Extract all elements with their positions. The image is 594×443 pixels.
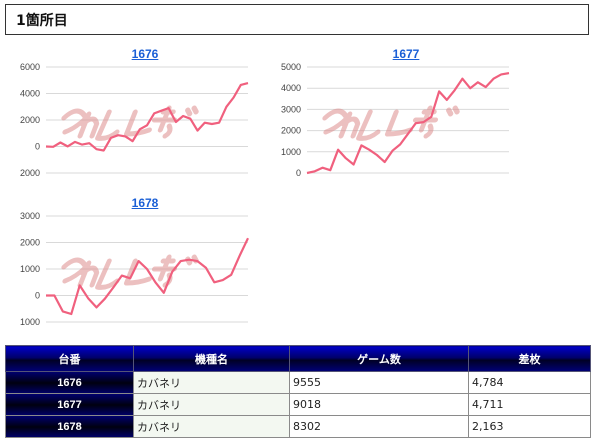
watermark-stroke xyxy=(151,254,178,288)
watermark-stroke xyxy=(95,258,120,290)
series-line xyxy=(45,82,249,152)
watermark-stroke xyxy=(123,258,152,286)
chart-1677: 1677 5000 4000 3000 2000 1000 0 xyxy=(281,47,531,195)
header-coin-diff[interactable]: 差枚 xyxy=(468,345,591,372)
y-tick-label: 5000 xyxy=(281,62,301,72)
watermark-stroke xyxy=(412,105,439,139)
chart-1678: 1678 3000 2000 1000 0 -1000 xyxy=(20,196,270,344)
header-machine-number[interactable]: 台番 xyxy=(5,345,134,372)
y-tick-label: 3000 xyxy=(281,104,301,114)
coin-diff-cell: 4,784 xyxy=(468,371,591,394)
y-tick-label: -1000 xyxy=(20,317,40,327)
y-tick-label: 0 xyxy=(35,142,40,152)
coin-diff-cell: 4,711 xyxy=(468,393,591,416)
machine-type-cell: カバネリ xyxy=(133,371,290,394)
chart-1676: 1676 6000 4000 2000 0 -2000 xyxy=(20,47,270,195)
watermark-stroke xyxy=(151,105,178,139)
chart-svg: 6000 4000 2000 0 -2000 xyxy=(20,62,249,178)
watermark-logo xyxy=(61,105,199,141)
y-tick-label: 2000 xyxy=(20,238,40,248)
machine-number-cell: 1678 xyxy=(5,415,134,438)
y-tick-label: 2000 xyxy=(20,115,40,125)
chart-svg: 3000 2000 1000 0 -1000 xyxy=(20,211,249,327)
table-row: 1678 カバネリ 8302 2,163 xyxy=(5,415,591,438)
series-line xyxy=(46,237,249,316)
chart-svg: 5000 4000 3000 2000 1000 0 xyxy=(281,62,510,178)
series-line xyxy=(306,72,510,175)
y-tick-label: -2000 xyxy=(20,168,40,178)
table-header-row: 台番 機種名 ゲーム数 差枚 xyxy=(5,345,591,372)
chart-link-1677[interactable]: 1677 xyxy=(392,47,420,61)
watermark-stroke xyxy=(338,111,361,139)
watermark-stroke xyxy=(95,109,120,141)
table-row: 1677 カバネリ 9018 4,711 xyxy=(5,393,591,416)
watermark-logo xyxy=(322,105,460,141)
watermark-stroke xyxy=(77,111,100,139)
watermark-stroke xyxy=(77,260,100,288)
y-tick-label: 0 xyxy=(35,291,40,301)
y-tick-label: 4000 xyxy=(281,83,301,93)
y-tick-label: 0 xyxy=(296,168,301,178)
watermark-logo xyxy=(61,254,199,290)
watermark-stroke xyxy=(384,109,413,137)
y-tick-label: 1000 xyxy=(281,147,301,157)
header-game-count[interactable]: ゲーム数 xyxy=(289,345,469,372)
section-title: 1箇所目 xyxy=(16,13,68,29)
game-count-cell: 8302 xyxy=(289,415,469,438)
watermark-stroke xyxy=(185,105,199,117)
section-header: 1箇所目 xyxy=(5,4,589,35)
y-tick-label: 2000 xyxy=(281,126,301,136)
y-tick-label: 3000 xyxy=(20,211,40,221)
coin-diff-cell: 2,163 xyxy=(468,415,591,438)
machine-number-cell: 1676 xyxy=(5,371,134,394)
results-table: 台番 機種名 ゲーム数 差枚 1676 カバネリ 9555 4,784 1677… xyxy=(5,345,591,438)
watermark-stroke xyxy=(356,109,381,141)
header-machine-type[interactable]: 機種名 xyxy=(133,345,290,372)
y-tick-label: 6000 xyxy=(20,62,40,72)
watermark-stroke xyxy=(446,105,460,117)
chart-link-1676[interactable]: 1676 xyxy=(131,47,159,61)
y-tick-label: 4000 xyxy=(20,89,40,99)
game-count-cell: 9555 xyxy=(289,371,469,394)
table-row: 1676 カバネリ 9555 4,784 xyxy=(5,371,591,394)
machine-number-cell: 1677 xyxy=(5,393,134,416)
y-tick-label: 1000 xyxy=(20,264,40,274)
machine-type-cell: カバネリ xyxy=(133,415,290,438)
game-count-cell: 9018 xyxy=(289,393,469,416)
machine-type-cell: カバネリ xyxy=(133,393,290,416)
chart-link-1678[interactable]: 1678 xyxy=(131,196,159,210)
